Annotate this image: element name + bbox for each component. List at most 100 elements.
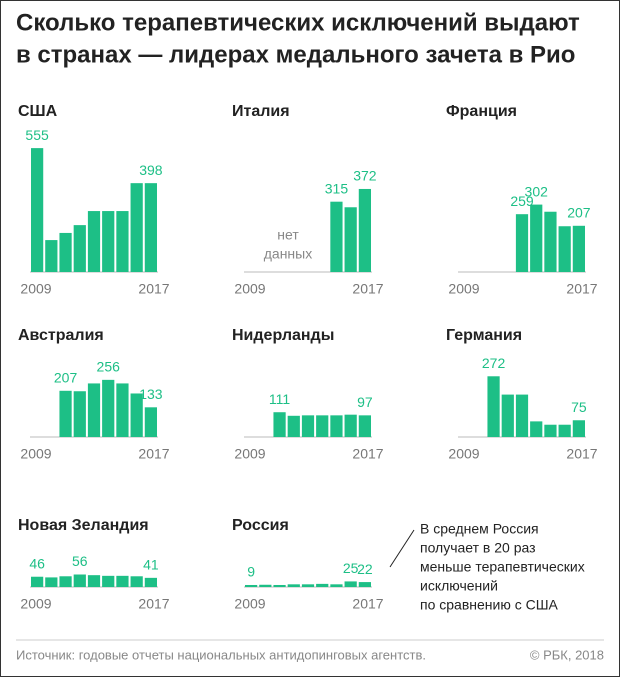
bar — [530, 421, 543, 437]
bar — [259, 584, 272, 587]
annotation: меньше терапевтических — [420, 559, 585, 575]
data-label: 56 — [72, 553, 88, 569]
bar — [130, 576, 143, 587]
data-label: 555 — [25, 127, 49, 143]
data-label: 75 — [571, 399, 587, 415]
data-label: 46 — [29, 555, 45, 571]
bar — [102, 211, 115, 272]
bar — [330, 584, 343, 587]
x-tick-label: 2009 — [448, 281, 479, 297]
bar — [102, 379, 115, 437]
bar — [130, 393, 143, 437]
bar — [558, 226, 571, 272]
x-tick-label: 2017 — [352, 446, 383, 462]
bar — [102, 575, 115, 587]
bar — [316, 415, 329, 437]
x-tick-label: 2017 — [566, 446, 597, 462]
source: Источник: годовые отчеты национальных ан… — [16, 647, 426, 662]
bar — [501, 394, 514, 437]
annotation-pointer — [389, 529, 415, 568]
data-label: 25 — [343, 560, 359, 576]
annotation: получает в 20 раз — [420, 540, 536, 556]
bar — [358, 188, 371, 272]
data-label: 9 — [247, 564, 255, 580]
bar — [45, 240, 58, 272]
annotation: исключений — [420, 578, 498, 594]
bar — [87, 575, 101, 587]
x-tick-label: 2009 — [20, 596, 51, 612]
data-label: 207 — [567, 204, 591, 220]
bar — [45, 577, 58, 587]
annotation: нет — [277, 227, 299, 243]
bar — [515, 214, 529, 272]
bar — [31, 148, 44, 272]
bar — [245, 584, 258, 587]
bar — [487, 376, 500, 437]
x-tick-label: 2009 — [234, 281, 265, 297]
panel-title: Италия — [232, 103, 290, 120]
bar — [287, 584, 300, 587]
bar — [59, 232, 72, 272]
chart-title: Сколько терапевтических исключений выдаю… — [16, 9, 580, 36]
copyright: © РБК, 2018 — [530, 647, 604, 662]
panel-title: Россия — [232, 517, 289, 534]
bar — [116, 211, 129, 272]
bar — [330, 415, 343, 437]
bar — [273, 584, 286, 587]
annotation: по сравнению с США — [420, 597, 559, 613]
bar — [544, 424, 557, 437]
data-label: 111 — [269, 391, 290, 407]
bar — [358, 415, 371, 437]
data-label: 272 — [482, 355, 506, 371]
bar — [59, 390, 72, 437]
data-label: 372 — [353, 168, 377, 184]
bar — [116, 575, 129, 587]
bar — [558, 424, 571, 437]
bar — [572, 225, 585, 272]
panel-title: США — [18, 103, 58, 120]
bar — [344, 414, 357, 437]
x-tick-label: 2017 — [352, 281, 383, 297]
annotation: данных — [264, 246, 312, 262]
x-tick-label: 2017 — [138, 596, 169, 612]
bar — [31, 576, 44, 587]
panel-title: Австралия — [18, 327, 104, 344]
bar — [116, 383, 129, 437]
bar — [130, 183, 143, 272]
bar — [301, 415, 315, 437]
bar — [87, 211, 101, 272]
x-tick-label: 2009 — [234, 446, 265, 462]
bar — [344, 207, 357, 272]
panel-title: Франция — [446, 103, 517, 120]
data-label: 207 — [54, 369, 78, 385]
bar — [73, 574, 86, 587]
x-tick-label: 2009 — [20, 446, 51, 462]
bar — [316, 583, 329, 587]
panel-title: Нидерланды — [232, 327, 334, 344]
data-label: 41 — [143, 557, 159, 573]
data-label: 256 — [97, 359, 121, 375]
annotation: В среднем Россия — [420, 521, 539, 537]
x-tick-label: 2009 — [448, 446, 479, 462]
data-label: 315 — [325, 180, 349, 196]
bar — [287, 415, 300, 437]
bar — [544, 211, 557, 272]
bar — [572, 420, 585, 437]
panel-title: Германия — [446, 327, 522, 344]
chart-title: в странах — лидерах медального зачета в … — [16, 41, 575, 68]
bar — [144, 183, 157, 272]
data-label: 259 — [510, 193, 534, 209]
x-tick-label: 2017 — [138, 281, 169, 297]
bar — [87, 383, 101, 437]
bar — [344, 581, 357, 587]
panel-title: Новая Зеландия — [18, 517, 149, 534]
bar — [144, 577, 157, 587]
bar — [530, 204, 543, 272]
bar — [515, 394, 529, 437]
x-tick-label: 2017 — [566, 281, 597, 297]
data-label: 398 — [139, 162, 163, 178]
x-tick-label: 2009 — [234, 596, 265, 612]
x-tick-label: 2017 — [352, 596, 383, 612]
bar — [273, 412, 286, 437]
